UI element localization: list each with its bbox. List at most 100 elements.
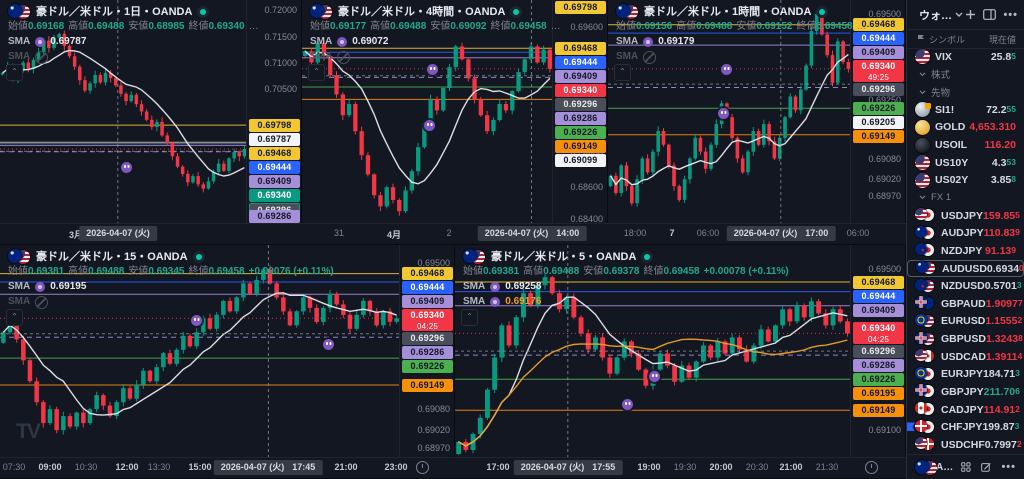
legend-more[interactable]: … bbox=[550, 21, 562, 32]
legend-collapse-button[interactable]: ⌃ bbox=[461, 309, 478, 326]
chart-pane-3[interactable]: 0.69500 0.69250 0.69080 0.69020 0.68970 0.694… bbox=[608, 0, 906, 245]
price-axis[interactable]: 0.69500 0.69250 0.69080 0.69020 0.68970 0.694… bbox=[850, 0, 905, 224]
legend-title-row[interactable]: 豪ドル／米ドル・1時間・OANDA bbox=[616, 4, 868, 19]
indicator-ghost-icon[interactable] bbox=[721, 64, 732, 75]
watchlist-row-US02Y[interactable]: US02Y 3.858 bbox=[907, 171, 1024, 189]
watchlist-row-GBPAUD[interactable]: GBPAUD 1.90977 bbox=[907, 295, 1024, 313]
sma-line-1[interactable] bbox=[610, 53, 849, 186]
watchlist-group-株式[interactable]: 株式 bbox=[907, 66, 1024, 84]
legend-sma-row-hidden[interactable]: SMA bbox=[8, 50, 260, 64]
sma-line-1[interactable] bbox=[2, 49, 245, 177]
price-axis[interactable]: 0.695000.692000.690800.690200.689700.694… bbox=[399, 245, 454, 458]
time-axis[interactable]: 17:00 19:00 19:30 20:00 20:30 21:00 21:30 2026-… bbox=[455, 457, 906, 478]
chart-pane-2[interactable]: 0.696000.688000.686000.684000.697980.694… bbox=[302, 0, 608, 245]
legend-more[interactable]: … bbox=[248, 21, 260, 32]
legend-title-row[interactable]: 豪ドル／米ドル・1日・OANDA bbox=[8, 4, 260, 19]
watchlist-row-CADJPY[interactable]: CADJPY 114.912 bbox=[907, 401, 1024, 419]
legend-ohlc-row: 始値0.69381 高値0.69488 安値0.69345 終値0.69458 +0.0… bbox=[8, 266, 334, 277]
indicator-ghost-icon[interactable] bbox=[622, 399, 633, 410]
legend-sma-row[interactable]: SMA 0.69258 bbox=[463, 281, 542, 292]
eye-off-icon[interactable] bbox=[643, 50, 657, 64]
grid-view-button[interactable] bbox=[961, 461, 971, 473]
time-axis[interactable]: 314月232026-04-07 (火)14:00 bbox=[302, 223, 608, 244]
watchlist-row-USDJPY[interactable]: USDJPY 159.855 bbox=[907, 207, 1024, 225]
chart-plot-area[interactable] bbox=[302, 0, 553, 224]
legend-sma-row[interactable]: SMA 0.69787 bbox=[8, 36, 87, 47]
chart-pane-1[interactable]: 0.720000.715000.710000.705000.685000.681… bbox=[0, 0, 302, 245]
panel-layout-button[interactable] bbox=[983, 9, 997, 20]
indicator-ghost-icon[interactable] bbox=[649, 371, 660, 382]
watchlist-title-menu[interactable]: ウォ… bbox=[919, 7, 963, 23]
legend-title-row[interactable]: 豪ドル／米ドル・5・OANDA bbox=[463, 249, 789, 264]
indicator-ghost-icon[interactable] bbox=[323, 339, 334, 350]
time-axis[interactable]: 3月 2026-04-07 (火) bbox=[0, 223, 302, 244]
legend-title-row[interactable]: 豪ドル／米ドル・4時間・OANDA bbox=[310, 4, 562, 19]
flagged-marker-icon[interactable] bbox=[907, 422, 915, 432]
add-symbol-button[interactable] bbox=[965, 9, 976, 20]
legend-sma-row[interactable]: SMA 0.69179 bbox=[616, 36, 695, 47]
price-axis[interactable]: 0.720000.715000.710000.705000.685000.681… bbox=[246, 0, 301, 224]
watchlist-row-GOLD[interactable]: GOLD 4,653.310 bbox=[907, 119, 1024, 137]
sma-line-2[interactable] bbox=[458, 338, 848, 447]
session-clock-icon[interactable] bbox=[416, 461, 429, 474]
flag-filter-icon[interactable] bbox=[917, 34, 925, 44]
legend-collapse-button[interactable]: ⌃ bbox=[308, 64, 325, 81]
eye-off-icon[interactable] bbox=[35, 295, 49, 309]
indicator-ghost-icon[interactable] bbox=[427, 64, 438, 75]
eye-off-icon[interactable] bbox=[337, 50, 351, 64]
column-symbol[interactable]: シンボル bbox=[929, 34, 966, 45]
watchlist-row-AUDUSD[interactable]: AUDUSD 0.69340 bbox=[907, 259, 1024, 278]
chart-pane-4[interactable]: 0.695000.692000.690800.690200.689700.694… bbox=[0, 245, 455, 479]
legend-sma-row-hidden[interactable]: SMA bbox=[616, 50, 868, 64]
watchlist-row-CHFJPY[interactable]: CHFJPY 199.873 bbox=[907, 418, 1024, 436]
watchlist-row-EURJPY[interactable]: EURJPY 184.713 bbox=[907, 366, 1024, 384]
chart-plot-area[interactable] bbox=[0, 245, 400, 458]
chart-plot-area[interactable] bbox=[455, 245, 851, 458]
legend-title-row[interactable]: 豪ドル／米ドル・15・OANDA bbox=[8, 249, 334, 264]
legend-sma-row[interactable]: SMA 0.69195 bbox=[8, 281, 87, 292]
EURJPY-pair-icon bbox=[915, 366, 936, 382]
time-axis[interactable]: 18:00 7 06:00 06:00 2026-04-07 (火) 17:00 bbox=[608, 223, 906, 244]
watchlist-row-USOIL[interactable]: USOIL 116.20 bbox=[907, 136, 1024, 154]
indicator-ghost-icon[interactable] bbox=[424, 120, 435, 131]
watchlist-row-GBPUSD[interactable]: GBPUSD 1.32438 bbox=[907, 330, 1024, 348]
legend-sma-row-hidden[interactable]: SMA bbox=[310, 50, 562, 64]
watchlist-row-NZDUSD[interactable]: NZDUSD 0.57013 bbox=[907, 277, 1024, 295]
watchlist-row-EURUSD[interactable]: EURUSD 1.15552 bbox=[907, 313, 1024, 331]
sma-line-1[interactable] bbox=[304, 50, 551, 185]
watchlist-row-USDCHF[interactable]: USDCHF 0.79972 bbox=[907, 436, 1024, 454]
indicator-ghost-icon[interactable] bbox=[718, 108, 729, 119]
price-axis[interactable]: 0.695000.692600.691000.694680.694440.694… bbox=[850, 245, 905, 458]
price-axis[interactable]: 0.696000.688000.686000.684000.697980.694… bbox=[552, 0, 607, 224]
indicator-ghost-icon[interactable] bbox=[191, 315, 202, 326]
watchlist-more-button[interactable]: ••• bbox=[1003, 8, 1018, 21]
legend-collapse-button[interactable]: ⌃ bbox=[6, 309, 23, 326]
eye-off-icon[interactable] bbox=[35, 50, 49, 64]
watchlist-group-先物[interactable]: 先物 bbox=[907, 83, 1024, 101]
legend-sma-row[interactable]: SMA 0.69176 bbox=[463, 296, 542, 307]
indicator-ghost-icon[interactable] bbox=[121, 162, 132, 173]
legend-collapse-button[interactable]: ⌃ bbox=[614, 64, 631, 81]
column-last-value[interactable]: 現在値 bbox=[988, 34, 1016, 45]
watchlist-row-AUDJPY[interactable]: AUDJPY 110.839 bbox=[907, 224, 1024, 242]
session-clock-icon[interactable] bbox=[865, 461, 878, 474]
watchlist-row-SI1![interactable]: SI1! 72.255 bbox=[907, 101, 1024, 119]
active-symbol-label[interactable]: A… bbox=[935, 461, 954, 473]
footer-more-button[interactable]: ••• bbox=[1001, 461, 1016, 473]
legend-more[interactable]: … bbox=[856, 21, 868, 32]
chart-pane-5[interactable]: 0.695000.692600.691000.694680.694440.694… bbox=[455, 245, 906, 479]
compose-note-button[interactable] bbox=[981, 461, 992, 473]
watchlist-group-FX 1[interactable]: FX 1 bbox=[907, 189, 1024, 207]
chart-plot-area[interactable] bbox=[608, 0, 851, 224]
legend-collapse-button[interactable]: ⌃ bbox=[6, 64, 23, 81]
sma-line-1[interactable] bbox=[2, 292, 397, 416]
legend-sma-row[interactable]: SMA 0.69072 bbox=[310, 36, 389, 47]
time-axis[interactable]: 07:30 09:00 10:30 12:00 13:30 15:00 21:00 23:00… bbox=[0, 457, 455, 478]
watchlist-row-GBPJPY[interactable]: GBPJPY 211.706 bbox=[907, 383, 1024, 401]
watchlist-row-VIX[interactable]: VIX 25.85 bbox=[907, 48, 1024, 66]
watchlist-row-US10Y[interactable]: US10Y 4.353 bbox=[907, 154, 1024, 172]
sma-line-1[interactable] bbox=[458, 296, 848, 447]
watchlist-row-NZDJPY[interactable]: NZDJPY 91.139 bbox=[907, 242, 1024, 260]
watchlist-row-USDCAD[interactable]: USDCAD 1.39114 bbox=[907, 348, 1024, 366]
legend-sma-row-hidden[interactable]: SMA bbox=[8, 295, 334, 309]
